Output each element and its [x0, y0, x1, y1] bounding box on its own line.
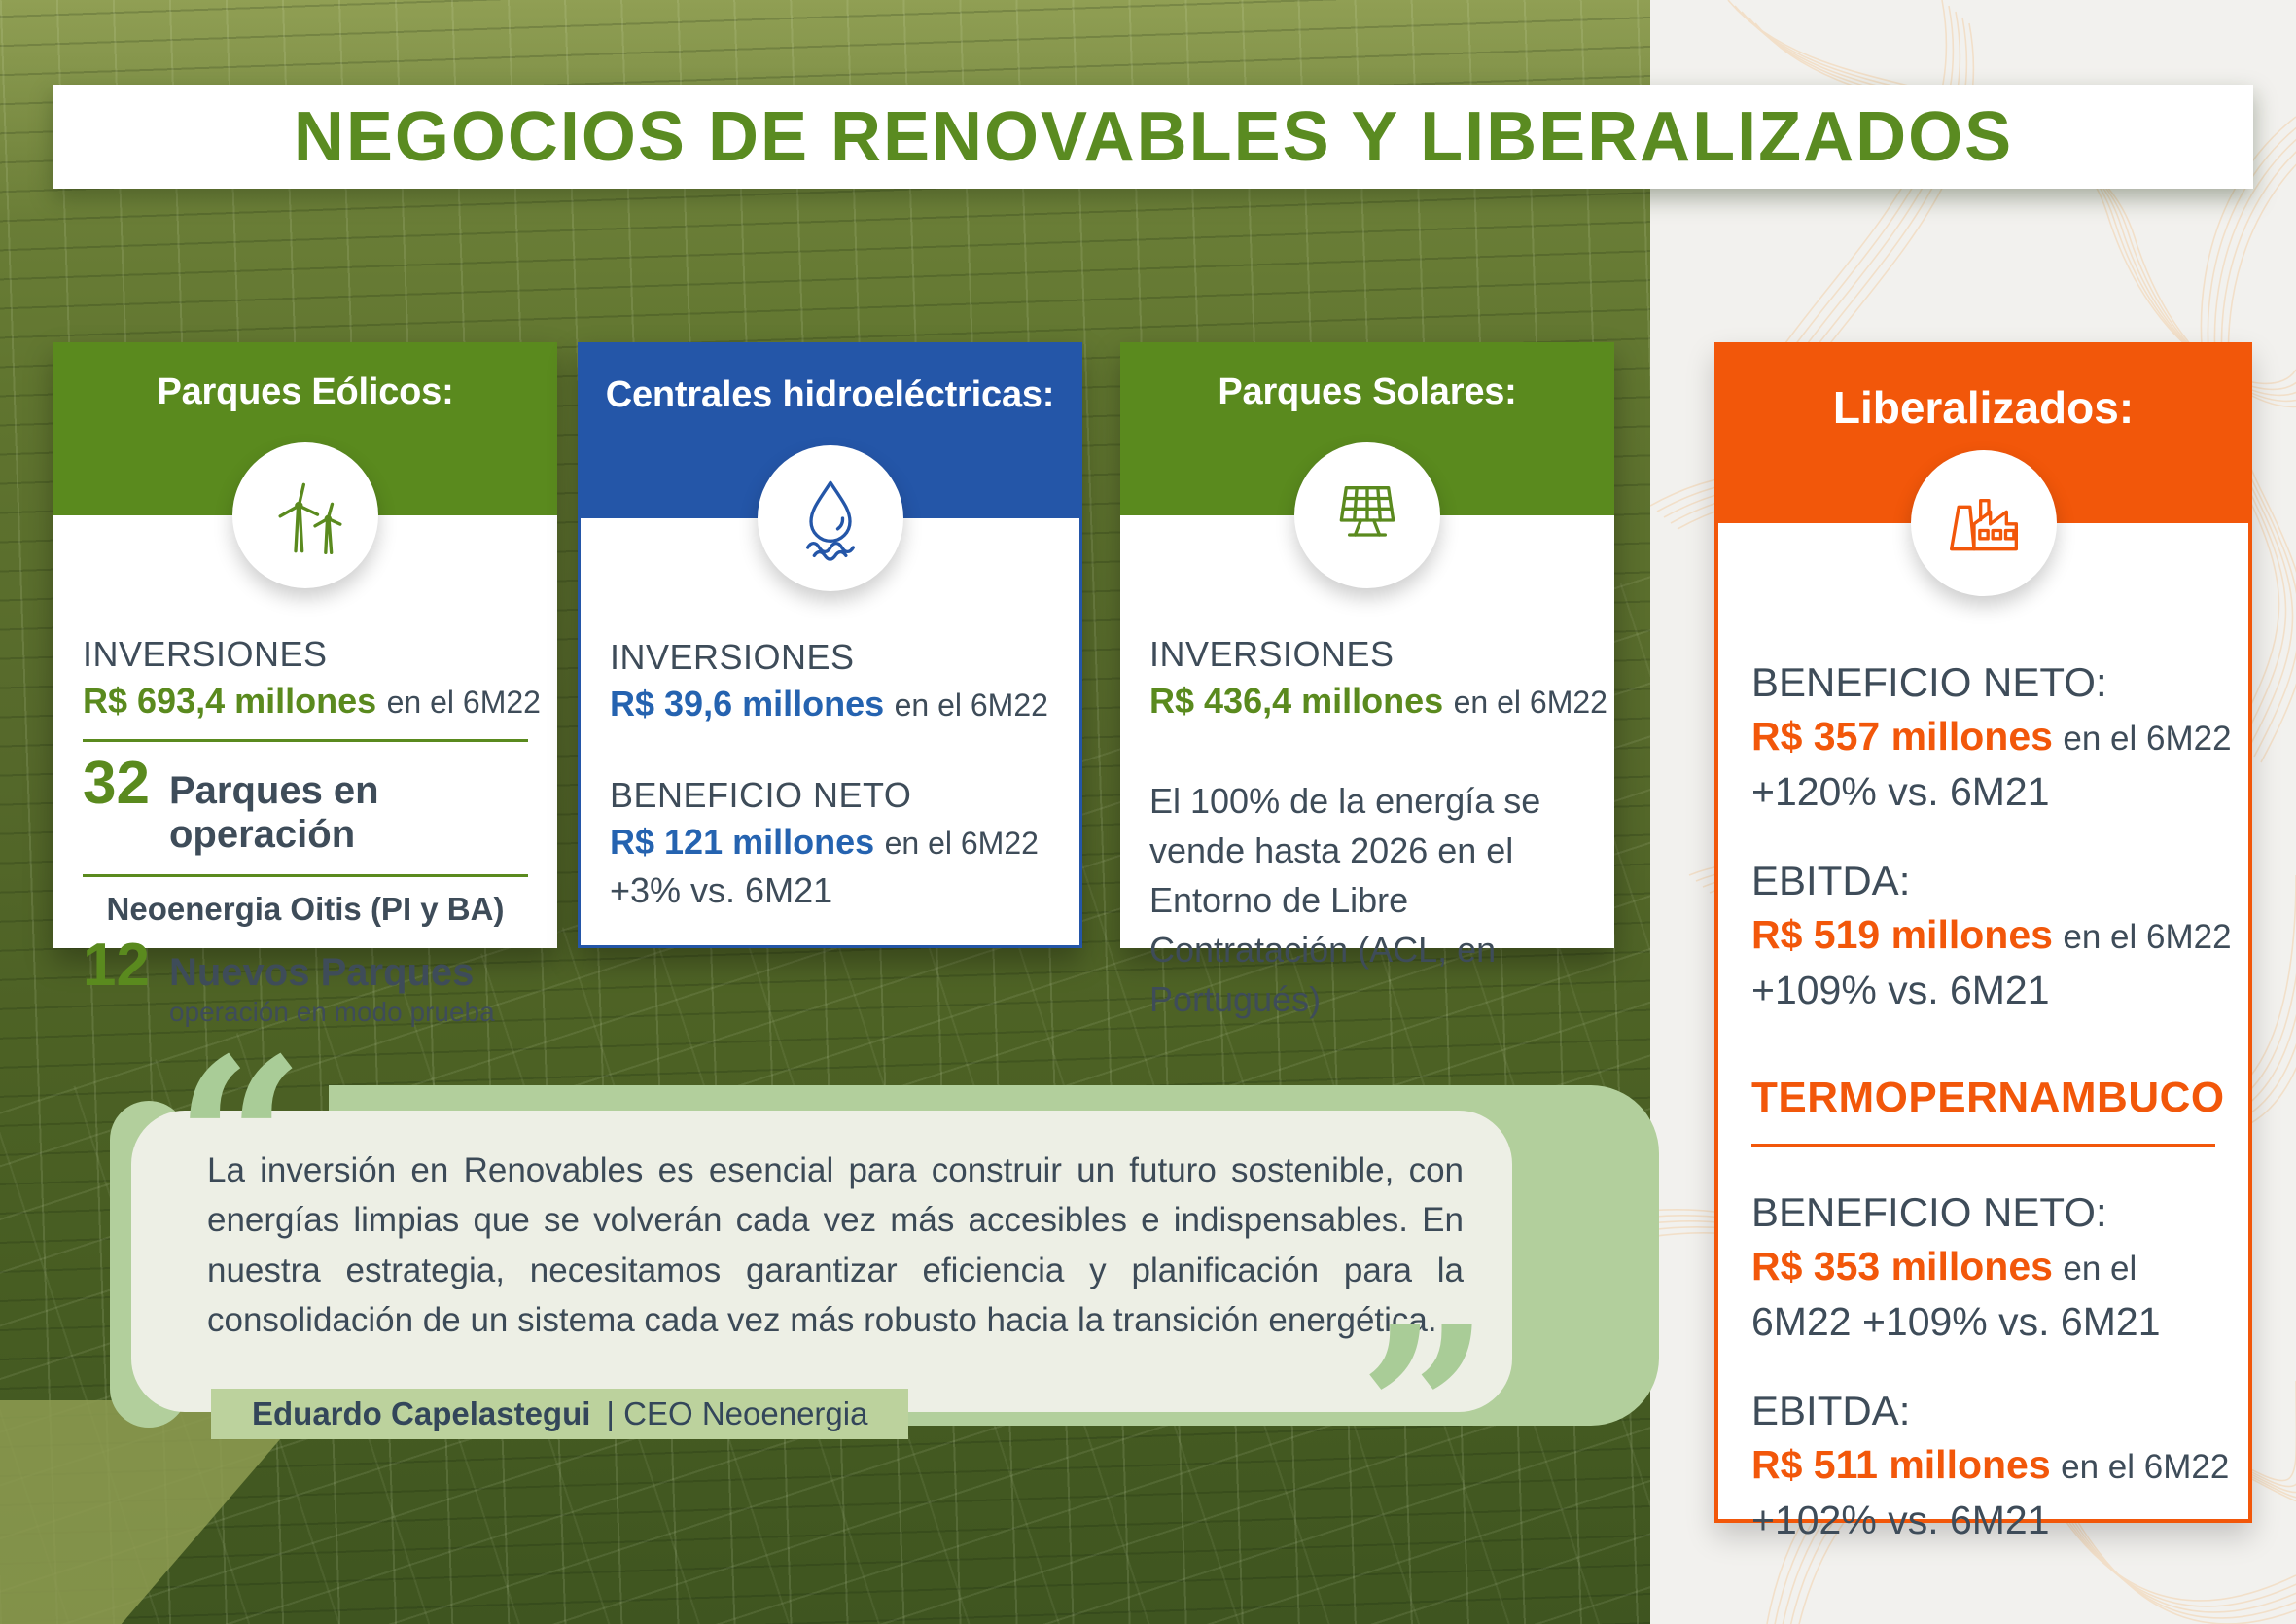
inversiones-value: R$ 693,4 millones: [83, 681, 377, 721]
inversiones-suffix: en el 6M22: [1453, 685, 1607, 720]
termo-beneficio-delta: 6M22 +109% vs. 6M21: [1751, 1299, 2161, 1344]
termo-ebitda-group: EBITDA: R$ 511 millones en el 6M22 +102%…: [1751, 1388, 2229, 1543]
page-title: NEGOCIOS DE RENOVABLES Y LIBERALIZADOS: [293, 97, 2014, 176]
beneficio-neto-group: BENEFICIO NETO: R$ 357 millones en el 6M…: [1751, 659, 2232, 815]
green-divider: [83, 874, 528, 877]
quote-attribution-badge: Eduardo Capelastegui | CEO Neoenergia: [211, 1389, 909, 1439]
ebitda-line: R$ 519 millones en el 6M22: [1751, 912, 2232, 958]
inversiones-label: INVERSIONES: [83, 634, 328, 674]
termo-ebitda-suffix: en el 6M22: [2061, 1448, 2230, 1486]
stat-sublabel: operación en modo prueba: [168, 997, 495, 1027]
solar-panel-icon-circle: [1294, 442, 1440, 588]
inversiones-line: R$ 39,6 millones en el 6M22: [610, 684, 1050, 724]
stat-value: 32: [83, 750, 150, 817]
inversiones-group: INVERSIONES R$ 39,6 millones en el 6M22: [610, 637, 1050, 724]
stat-label-group: Nuevos Parques operación en modo prueba: [169, 951, 495, 1028]
beneficio-delta: +120% vs. 6M21: [1751, 769, 2050, 814]
inversiones-line: R$ 693,4 millones en el 6M22: [83, 681, 541, 722]
stat-label: Nuevos Parques: [168, 951, 475, 994]
panel-liberalizados: Liberalizados: BENEFICIO NETO: R$ 357 mi…: [1714, 342, 2252, 1542]
stat-label: Parques en operación: [168, 769, 379, 856]
beneficio-line: R$ 121 millones en el 6M22: [610, 822, 1050, 863]
inversiones-value: R$ 39,6 millones: [610, 684, 885, 724]
panel-title: Liberalizados:: [1832, 382, 2135, 433]
termopernambuco-title: TERMOPERNAMBUCO: [1751, 1074, 2225, 1121]
title-banner: NEGOCIOS DE RENOVABLES Y LIBERALIZADOS: [53, 85, 2253, 189]
card-title-hidro: Centrales hidroeléctricas:: [605, 374, 1055, 415]
quote-author: Eduardo Capelastegui: [252, 1395, 591, 1431]
ebitda-suffix: en el 6M22: [2063, 918, 2232, 956]
quote-text: La inversión en Renovables es esencial p…: [207, 1151, 1464, 1340]
termo-ebitda-line: R$ 511 millones en el 6M22: [1751, 1442, 2229, 1488]
beneficio-line: R$ 357 millones en el 6M22: [1751, 714, 2232, 759]
water-drop-icon-circle: [757, 445, 903, 591]
quote-box: La inversión en Renovables es esencial p…: [110, 1085, 1659, 1445]
inversiones-value: R$ 436,4 millones: [1149, 681, 1444, 721]
termo-beneficio-group: BENEFICIO NETO: R$ 353 millones en el 6M…: [1751, 1189, 2215, 1345]
beneficio-delta: +3% vs. 6M21: [610, 870, 833, 910]
termo-beneficio-value: R$ 353 millones: [1751, 1244, 2053, 1289]
ebitda-delta: +109% vs. 6M21: [1751, 968, 2050, 1012]
orange-divider: [1751, 1144, 2215, 1147]
acl-paragraph: El 100% de la energía se vende hasta 202…: [1149, 781, 1541, 1020]
termo-beneficio-line: R$ 353 millones en el: [1751, 1244, 2215, 1289]
ebitda-value: R$ 519 millones: [1751, 912, 2053, 957]
panel-body: BENEFICIO NETO: R$ 357 millones en el 6M…: [1718, 659, 2248, 1543]
factory-icon: [1949, 499, 2018, 551]
card-body-hidro: INVERSIONES R$ 39,6 millones en el 6M22 …: [581, 637, 1079, 911]
factory-icon-circle: [1910, 450, 2057, 596]
beneficio-value: R$ 121 millones: [610, 822, 875, 862]
solar-panel-icon: [1339, 486, 1395, 537]
beneficio-suffix: en el 6M22: [884, 826, 1039, 861]
water-drop-icon: [805, 480, 855, 561]
card-body-solar: INVERSIONES R$ 436,4 millones en el 6M22…: [1120, 634, 1614, 1060]
beneficio-group: BENEFICIO NETO R$ 121 millones en el 6M2…: [610, 775, 1050, 911]
wind-turbine-icon-circle: [232, 442, 378, 588]
card-title-solar: Parques Solares:: [1218, 371, 1517, 412]
stat-nuevos-parques: 12 Nuevos Parques operación en modo prue…: [83, 932, 528, 1028]
beneficio-label: BENEFICIO NETO:: [1751, 659, 2107, 705]
ebitda-group: EBITDA: R$ 519 millones en el 6M22 +109%…: [1751, 858, 2232, 1013]
inversiones-suffix: en el 6M22: [894, 688, 1048, 723]
card-parques-solares: Parques Solares: INVERSIONES R$ 436,4 mi…: [1120, 342, 1614, 1019]
oitis-note: Neoenergia Oitis (PI y BA): [106, 891, 505, 927]
termo-beneficio-suffix: en el: [2063, 1250, 2137, 1288]
beneficio-suffix: en el 6M22: [2063, 720, 2232, 758]
stat-value: 12: [83, 932, 150, 999]
green-divider: [83, 739, 528, 742]
beneficio-label: BENEFICIO NETO: [610, 775, 912, 815]
card-centrales-hidroelectricas: Centrales hidroeléctricas: INVERSIONES R…: [578, 342, 1082, 948]
quote-author-role: | CEO Neoenergia: [606, 1395, 868, 1431]
quote-panel: [131, 1111, 1512, 1412]
beneficio-value: R$ 357 millones: [1751, 714, 2053, 759]
inversiones-label: INVERSIONES: [610, 637, 855, 677]
stat-parques-operacion: 32 Parques en operación: [83, 750, 528, 857]
termo-beneficio-label: BENEFICIO NETO:: [1751, 1189, 2107, 1235]
inversiones-suffix: en el 6M22: [386, 685, 541, 720]
ebitda-label: EBITDA:: [1751, 858, 1911, 903]
termo-ebitda-value: R$ 511 millones: [1751, 1442, 2051, 1487]
wind-turbine-icon: [278, 482, 342, 554]
inversiones-line: R$ 436,4 millones en el 6M22: [1149, 681, 1607, 722]
inversiones-label: INVERSIONES: [1149, 634, 1395, 674]
termo-ebitda-label: EBITDA:: [1751, 1388, 1911, 1433]
card-title-eolicos: Parques Eólicos:: [157, 371, 454, 412]
termo-ebitda-delta: +102% vs. 6M21: [1751, 1498, 2050, 1542]
card-body-eolicos: INVERSIONES R$ 693,4 millones en el 6M22…: [53, 634, 557, 1028]
card-parques-eolicos: Parques Eólicos: INVERSIONES R$ 693,4 mi…: [53, 342, 557, 1027]
